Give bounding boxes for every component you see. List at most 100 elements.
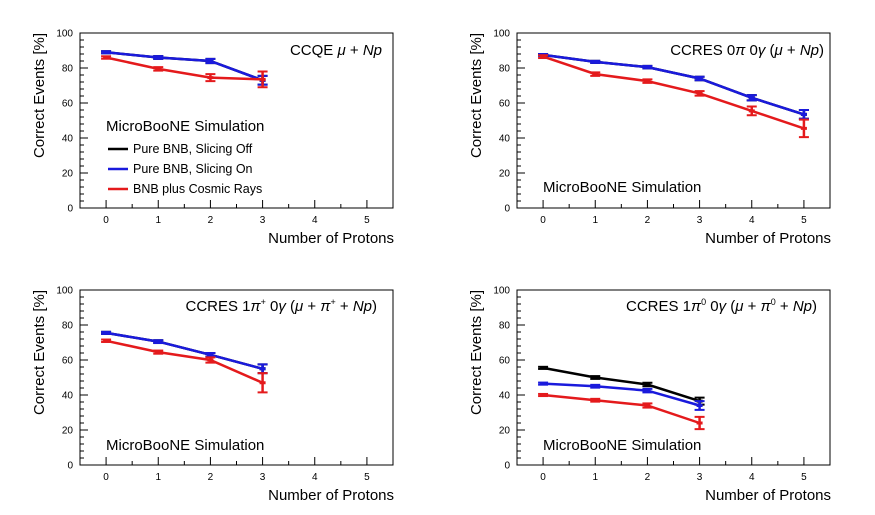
x-tick-label: 2 [645,215,651,226]
data-point [696,77,703,80]
data-point [103,339,110,343]
panel-title: CCRES 1π0 0γ (μ + π0 + Np) [626,297,817,315]
data-point [155,67,162,71]
series-layer [538,365,705,431]
x-tick-label: 1 [155,472,161,483]
data-point [644,389,651,393]
y-tick-label: 60 [499,356,511,367]
data-point [207,59,214,63]
y-tick-label: 100 [493,29,510,40]
series-line [105,56,263,81]
y-tick-labels: 0 20 40 60 80 100 [56,29,73,215]
panel-ccres-1pi-zero: 0 20 40 60 80 100 0 1 2 3 4 5 Correct Ev… [468,286,831,505]
x-axis-title: Number of Protons [268,487,394,504]
data-point [540,366,547,370]
x-tick-label: 1 [592,215,598,226]
data-point [207,353,214,357]
x-tick-label: 3 [697,215,703,226]
data-point [644,79,651,83]
y-tick-label: 20 [62,169,74,180]
y-tick-label: 20 [499,169,511,180]
data-point [259,77,266,81]
legend-label-slicing-off: Pure BNB, Slicing Off [133,142,253,156]
series-line [542,366,700,403]
series-line [542,393,700,425]
x-tick-label: 2 [208,215,214,226]
x-tick-label: 0 [540,472,546,483]
data-point [696,91,703,95]
y-tick-label: 40 [499,134,511,145]
simulation-label: MicroBooNE Simulation [106,437,264,454]
panel-title: CCQE μ + Np [290,42,382,59]
data-point [696,421,703,425]
y-tick-label: 100 [56,29,73,40]
data-point [592,60,599,64]
x-axis-title: Number of Protons [705,230,831,247]
series-line [105,339,264,384]
data-point [155,350,162,354]
data-point [748,109,755,113]
x-tick-label: 3 [260,215,266,226]
series-line [542,55,805,130]
y-axis-title: Correct Events [%] [468,290,485,415]
y-tick-labels: 0 20 40 60 80 100 [493,286,510,472]
x-axis-title: Number of Protons [705,487,831,504]
data-point [259,367,266,371]
data-point [800,126,807,130]
y-tick-label: 60 [62,99,74,110]
y-tick-label: 80 [499,64,511,75]
x-tick-label: 0 [103,472,109,483]
data-point [592,398,599,402]
x-tick-labels: 0 1 2 3 4 5 [103,215,370,226]
panel-title: CCRES 0π 0γ (μ + Np) [670,42,824,59]
data-point [644,404,651,407]
tick-marks [79,32,394,209]
y-tick-label: 40 [62,134,74,145]
x-tick-label: 1 [592,472,598,483]
x-tick-label: 0 [540,215,546,226]
series-line [542,53,805,116]
x-tick-label: 4 [312,472,318,483]
x-tick-labels: 0 1 2 3 4 5 [540,472,807,483]
legend-label-slicing-on: Pure BNB, Slicing On [133,162,253,176]
series-layer [538,53,809,139]
y-tick-label: 0 [67,461,73,472]
series-line [105,51,264,82]
panel-ccqe: 0 20 40 60 80 100 0 1 2 3 4 5 Correct Ev… [31,29,394,248]
x-tick-label: 2 [645,472,651,483]
data-point [103,56,110,59]
x-axis-title: Number of Protons [268,230,394,247]
x-tick-label: 5 [801,472,807,483]
panel-ccres-0pi: 0 20 40 60 80 100 0 1 2 3 4 5 Correct Ev… [468,29,831,248]
simulation-label: MicroBooNE Simulation [106,118,264,135]
series-line [105,331,263,371]
series-line [105,51,264,82]
x-tick-label: 4 [749,472,755,483]
x-tick-label: 5 [801,215,807,226]
y-tick-label: 40 [62,391,74,402]
y-tick-label: 0 [504,204,510,215]
data-point [592,72,599,76]
x-tick-label: 0 [103,215,109,226]
data-point [696,404,703,407]
legend: Pure BNB, Slicing Off Pure BNB, Slicing … [108,142,262,196]
x-tick-label: 5 [364,215,370,226]
x-tick-labels: 0 1 2 3 4 5 [103,472,370,483]
x-tick-label: 4 [312,215,318,226]
x-tick-label: 4 [749,215,755,226]
y-tick-label: 40 [499,391,511,402]
y-tick-labels: 0 20 40 60 80 100 [56,286,73,472]
series-line [542,53,805,116]
data-point [644,65,651,69]
data-point [207,76,214,80]
y-tick-labels: 0 20 40 60 80 100 [493,29,510,215]
y-tick-label: 60 [62,356,74,367]
data-point [592,376,599,379]
data-point [103,331,110,335]
data-point [540,393,547,397]
panel-title: CCRES 1π+ 0γ (μ + π+ + Np) [186,297,378,315]
y-tick-label: 100 [493,286,510,297]
y-tick-label: 80 [499,321,511,332]
data-point [540,55,547,59]
data-point [103,50,110,54]
